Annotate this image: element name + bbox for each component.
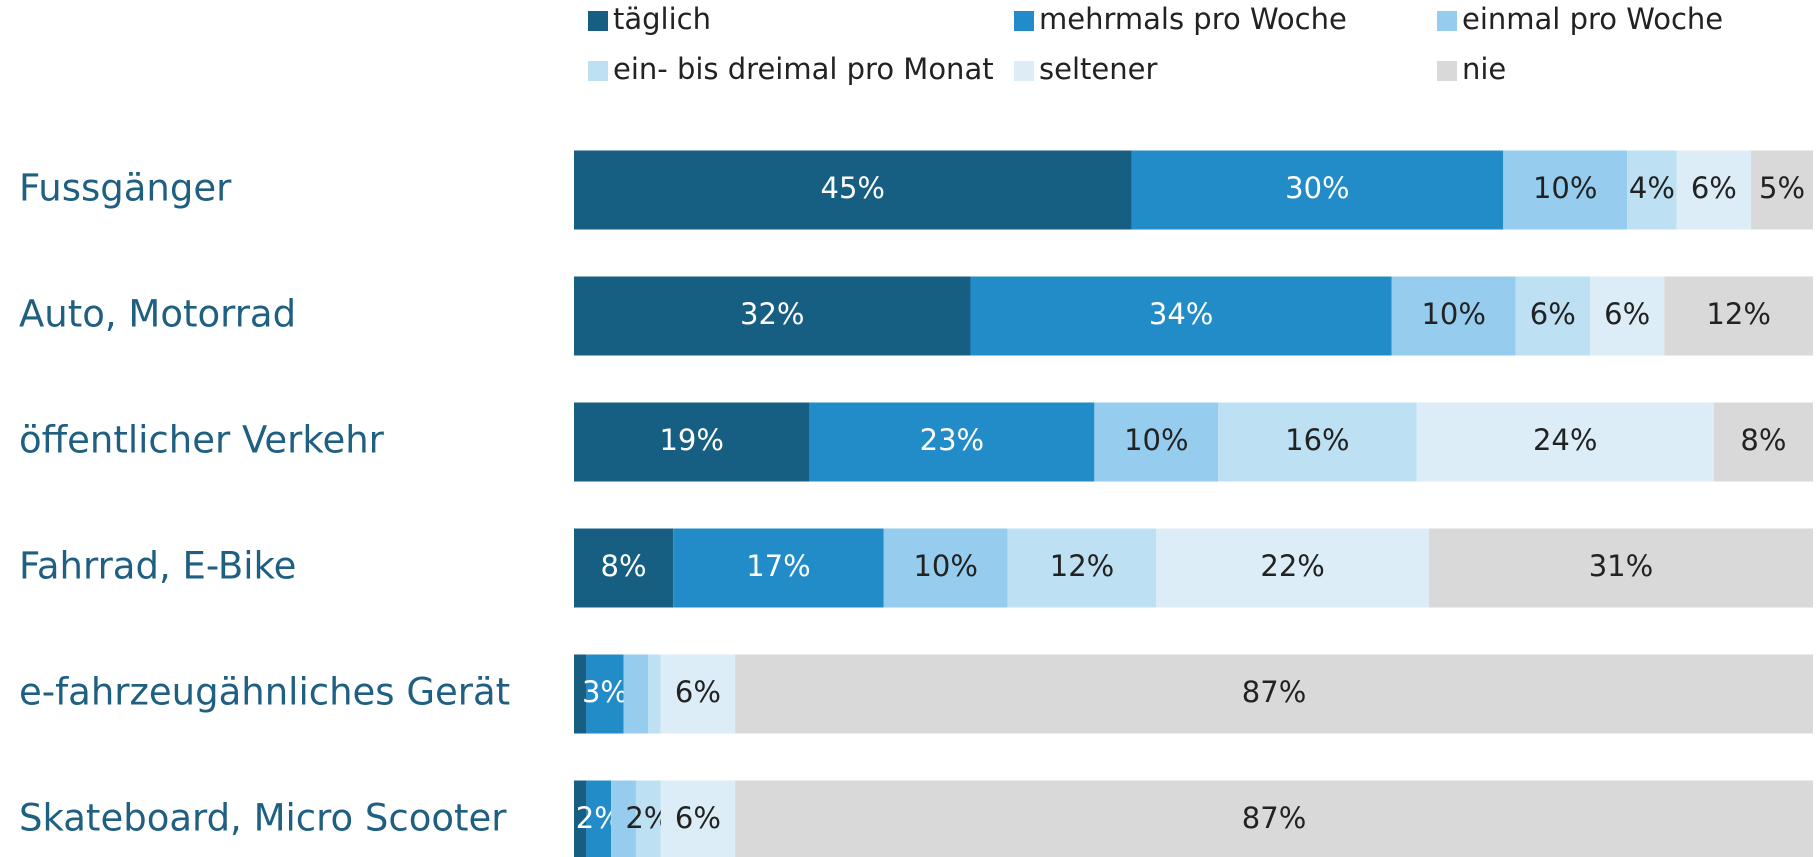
data-label: 3% xyxy=(582,675,628,709)
data-label: 6% xyxy=(1691,171,1737,205)
bar-segment xyxy=(635,780,661,857)
bar-segment xyxy=(660,654,736,734)
bar-segment xyxy=(970,276,1392,356)
category-label: Auto, Motorrad xyxy=(19,293,296,336)
category-label: Fahrrad, E-Bike xyxy=(19,545,296,588)
data-label: 6% xyxy=(675,801,721,835)
data-label: 19% xyxy=(659,423,723,457)
data-label: 30% xyxy=(1285,171,1349,205)
bar-segment xyxy=(586,654,624,734)
bar-segment xyxy=(809,402,1095,482)
category-label: e-fahrzeugähnliches Gerät xyxy=(19,671,510,714)
bar-segment xyxy=(1713,402,1813,482)
bar-segment xyxy=(574,528,674,608)
category-label: Skateboard, Micro Scooter xyxy=(19,797,507,840)
bar-segment xyxy=(660,780,736,857)
bar-segment xyxy=(611,780,636,857)
category-label: öffentlicher Verkehr xyxy=(19,419,385,462)
data-label: 4% xyxy=(1629,171,1675,205)
bar-segment xyxy=(1589,276,1665,356)
legend-swatch xyxy=(588,61,608,81)
bar-segment xyxy=(648,654,661,734)
bar-segment xyxy=(673,528,884,608)
data-label: 8% xyxy=(601,549,647,583)
bar-segment xyxy=(1664,276,1813,356)
data-label: 6% xyxy=(1604,297,1650,331)
bar-segment xyxy=(1503,150,1628,230)
legend-swatch xyxy=(1014,11,1034,31)
legend-label: mehrmals pro Woche xyxy=(1039,2,1347,36)
data-label: 22% xyxy=(1260,549,1324,583)
bar-segment xyxy=(883,528,1008,608)
data-label: 6% xyxy=(675,675,721,709)
bar-segment xyxy=(1131,150,1504,230)
data-label: 10% xyxy=(1421,297,1485,331)
legend-label: täglich xyxy=(613,2,711,36)
data-label: 32% xyxy=(740,297,804,331)
bar-segment xyxy=(1156,528,1429,608)
bar-segment xyxy=(1391,276,1516,356)
legend-swatch xyxy=(1014,61,1034,81)
bar-segment xyxy=(1676,150,1752,230)
data-label: 16% xyxy=(1285,423,1349,457)
legend-swatch xyxy=(1437,11,1457,31)
data-label: 5% xyxy=(1759,171,1805,205)
bar-segment xyxy=(1751,150,1813,230)
legend-swatch xyxy=(588,11,608,31)
data-label: 8% xyxy=(1740,423,1786,457)
bar-segment xyxy=(574,654,587,734)
bar-segment xyxy=(735,654,1813,734)
data-label: 87% xyxy=(1242,675,1306,709)
bar-segment xyxy=(1416,402,1714,482)
bar-segment xyxy=(1218,402,1417,482)
bar-segment xyxy=(574,150,1132,230)
data-label: 10% xyxy=(913,549,977,583)
data-label: 24% xyxy=(1533,423,1597,457)
data-label: 17% xyxy=(746,549,810,583)
data-label: 34% xyxy=(1149,297,1213,331)
legend-label: seltener xyxy=(1039,52,1157,86)
data-label: 87% xyxy=(1242,801,1306,835)
data-label: 6% xyxy=(1530,297,1576,331)
bar-segment xyxy=(1428,528,1813,608)
data-label: 10% xyxy=(1533,171,1597,205)
bar-segment xyxy=(574,780,587,857)
data-label: 10% xyxy=(1124,423,1188,457)
bar-segment xyxy=(574,402,810,482)
legend-label: nie xyxy=(1462,52,1506,86)
bar-segment xyxy=(586,780,612,857)
legend-swatch xyxy=(1437,61,1457,81)
bar-segment xyxy=(623,654,649,734)
bar-segment xyxy=(574,276,971,356)
data-label: 12% xyxy=(1706,297,1770,331)
category-label: Fussgänger xyxy=(19,167,232,210)
bar-segment xyxy=(735,780,1813,857)
data-label: 45% xyxy=(821,171,885,205)
legend-label: ein- bis dreimal pro Monat xyxy=(613,52,994,86)
bar-segment xyxy=(1094,402,1219,482)
data-label: 31% xyxy=(1589,549,1653,583)
bar-segment xyxy=(1627,150,1677,230)
bar-segment xyxy=(1007,528,1157,608)
legend-label: einmal pro Woche xyxy=(1462,2,1723,36)
data-label: 12% xyxy=(1050,549,1114,583)
bar-segment xyxy=(1515,276,1590,356)
data-label: 23% xyxy=(920,423,984,457)
